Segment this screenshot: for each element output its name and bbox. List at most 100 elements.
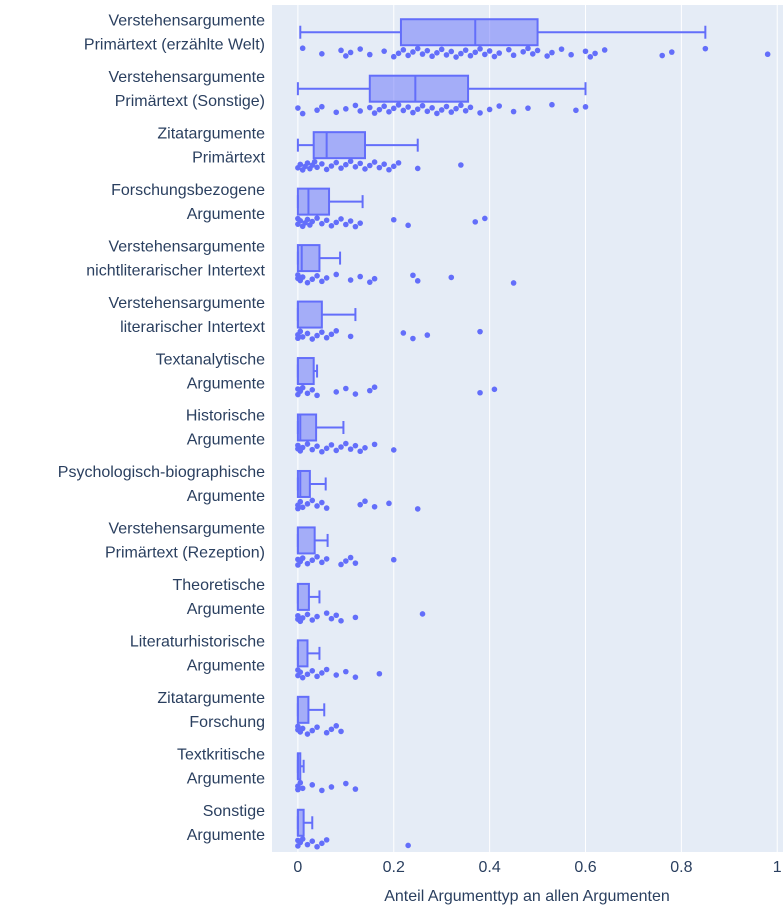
point [371, 503, 378, 510]
point [529, 51, 536, 57]
point [299, 836, 306, 842]
point [510, 108, 517, 115]
point [371, 384, 378, 390]
point [319, 559, 325, 566]
point [376, 670, 383, 677]
point [311, 158, 318, 165]
point [381, 161, 387, 167]
point [297, 669, 304, 675]
box [296, 582, 310, 611]
point [304, 441, 311, 447]
y-tick-label: Argumente [187, 488, 265, 505]
point [323, 505, 330, 511]
point [371, 275, 378, 282]
point [362, 445, 368, 451]
y-tick-label: Argumente [187, 432, 265, 449]
point [400, 107, 407, 114]
point [319, 499, 325, 506]
point [462, 107, 469, 114]
point [549, 101, 555, 108]
point [343, 668, 349, 675]
point [400, 47, 407, 53]
y-tick-label: literarischer Intertext [120, 319, 265, 336]
point [424, 332, 431, 338]
point [477, 110, 483, 116]
point [309, 617, 316, 623]
x-axis-title: Anteil Argumenttyp an allen Argumenten [384, 888, 670, 905]
x-tick-label: 1 [773, 859, 782, 876]
point [357, 220, 364, 226]
point [295, 105, 301, 111]
point [525, 105, 531, 111]
point [477, 46, 483, 52]
point [587, 54, 594, 60]
point [352, 614, 359, 621]
point [343, 221, 349, 228]
point [352, 674, 359, 680]
point [338, 561, 344, 568]
point [297, 498, 304, 505]
point [352, 223, 359, 230]
point [299, 725, 306, 732]
point [390, 216, 397, 223]
x-tick-label: 0.2 [383, 859, 405, 876]
point [414, 45, 421, 52]
point [343, 558, 349, 564]
y-tick-label: Argumente [187, 375, 265, 392]
point [534, 47, 541, 54]
point [309, 218, 316, 225]
point [525, 45, 531, 52]
point [304, 330, 311, 337]
point [338, 444, 344, 450]
y-tick-label: Argumente [187, 658, 265, 675]
point [299, 384, 306, 391]
point [405, 52, 411, 59]
point [520, 48, 526, 55]
point [371, 110, 378, 116]
point [390, 53, 397, 60]
point [333, 672, 340, 678]
point [659, 52, 666, 59]
point [582, 104, 589, 110]
point [299, 615, 306, 621]
point [491, 53, 498, 60]
point [314, 443, 320, 449]
point [309, 387, 316, 393]
point [323, 275, 330, 281]
point [309, 446, 316, 453]
point [323, 666, 330, 673]
point [414, 165, 421, 172]
box [296, 695, 310, 724]
point [304, 279, 311, 286]
y-tick-label: Verstehensargumente [108, 238, 265, 255]
y-tick-label: Zitatargumente [157, 125, 265, 142]
point [328, 331, 335, 338]
point [304, 501, 311, 507]
point [410, 272, 416, 279]
point [549, 49, 555, 56]
point [764, 51, 771, 58]
point [491, 386, 498, 393]
y-tick-label: Theoretische [173, 577, 266, 594]
point [414, 278, 421, 284]
point [429, 105, 435, 111]
point [458, 50, 464, 57]
y-tick-label: Verstehensargumente [108, 521, 265, 538]
point [295, 442, 301, 449]
point [299, 274, 306, 280]
y-tick-label: Primärtext (Rezeption) [105, 545, 265, 562]
point [668, 49, 675, 55]
point [410, 49, 416, 55]
box [296, 469, 311, 498]
point [496, 103, 503, 109]
point [506, 46, 512, 53]
point [333, 723, 340, 729]
box [296, 526, 316, 555]
point [299, 45, 306, 52]
point [333, 389, 340, 395]
point [333, 612, 340, 619]
point [544, 53, 550, 59]
point [424, 108, 431, 115]
point [395, 102, 402, 108]
point [419, 51, 426, 57]
